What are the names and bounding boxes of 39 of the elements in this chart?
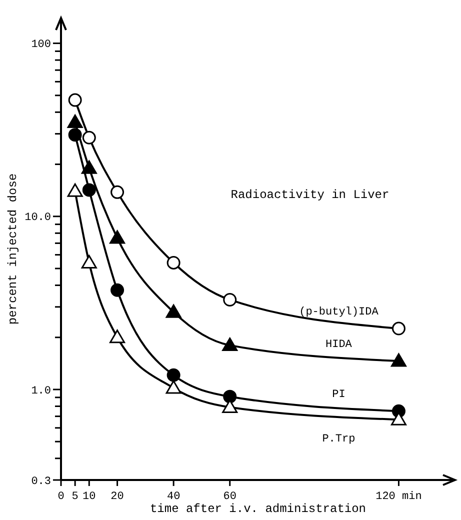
point (392, 322, 406, 336)
series-label: P.Trp (322, 434, 356, 446)
point (166, 368, 180, 382)
point (110, 185, 124, 199)
y-tick-label: 100 (31, 39, 51, 52)
series-label: (p-butyl)IDA (299, 306, 379, 319)
point (110, 283, 124, 297)
x-tick-label: 40 (166, 491, 180, 503)
x-tick-label: 5 (72, 491, 78, 503)
point (166, 304, 182, 318)
point (166, 380, 182, 394)
x-tick-label: 0 (58, 491, 64, 503)
point (82, 130, 96, 144)
point (223, 292, 237, 306)
point (67, 114, 83, 128)
x-tick-label: 120 min (376, 491, 422, 503)
point (166, 256, 180, 270)
point (81, 160, 97, 174)
series-label: HIDA (326, 339, 352, 352)
y-tick-label: 1.0 (31, 385, 51, 398)
x-tick-label: 10 (82, 491, 96, 503)
x-axis-title: time after i.v. administration (150, 502, 366, 516)
text: Radioactivity in Liver (230, 188, 390, 202)
point (110, 230, 126, 244)
y-tick-label: 0.3 (31, 476, 51, 488)
y-axis-title: percent injected dose (6, 173, 20, 325)
y-tick-label: 10.0 (24, 212, 51, 224)
point (222, 338, 238, 352)
point (67, 183, 83, 197)
point (68, 93, 82, 107)
point (390, 353, 406, 367)
point (82, 183, 96, 197)
point (110, 330, 126, 344)
point (223, 390, 237, 404)
x-tick-label: 20 (110, 491, 124, 503)
point (81, 254, 97, 268)
x-tick-label: 60 (223, 491, 236, 503)
point (68, 128, 82, 142)
series-label: PI (332, 389, 346, 402)
